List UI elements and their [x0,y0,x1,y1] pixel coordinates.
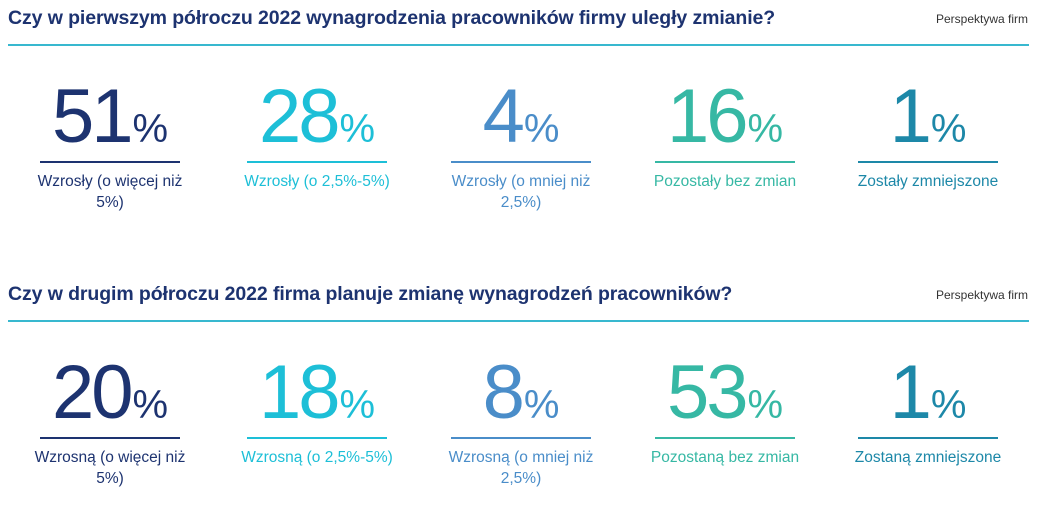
stat-label: Wzrosną (o mniej niż 2,5%) [448,449,594,487]
stat-underline [247,161,387,163]
chart-source: Perspektywa firm [935,12,1028,26]
stat-label: Wzrosną (o 2,5%-5%) [241,449,393,466]
stat-label: Wzrosły (o więcej niż 5%) [37,173,183,211]
stat-item: 8% Wzrosną (o mniej niż 2,5%) [441,355,601,489]
stat-underline [858,437,998,439]
stat-item: 1% Zostały zmniejszone [848,79,1008,192]
chart-source: Perspektywa firm [935,288,1028,302]
stat-item: 1% Zostaną zmniejszone [848,355,1008,468]
stat-value: 16 [666,74,749,159]
chart-title: Czy w drugim półroczu 2022 firma planuje… [8,283,733,305]
stat-value: 4 [482,74,525,159]
stat-value: 20 [51,350,134,435]
stat-label: Wzrosły (o mniej niż 2,5%) [451,173,591,211]
header-rule [8,320,1029,322]
stat-item: 18% Wzrosną (o 2,5%-5%) [237,355,397,468]
stat-number: 18% [237,355,397,431]
stat-underline [655,161,795,163]
chart-title: Czy w pierwszym półroczu 2022 wynagrodze… [8,7,776,29]
stat-label: Wzrosły (o 2,5%-5%) [244,173,390,190]
stat-value: 18 [258,350,341,435]
percent-sign: % [523,383,560,427]
stat-value: 1 [889,74,932,159]
stat-label: Zostaną zmniejszone [854,449,1002,466]
stat-item: 20% Wzrosną (o więcej niż 5%) [30,355,190,489]
stat-item: 16% Pozostały bez zmian [645,79,805,192]
stat-underline [858,161,998,163]
percent-sign: % [747,107,784,151]
stat-value: 1 [889,350,932,435]
stat-number: 8% [441,355,601,431]
stat-underline [40,161,180,163]
percent-sign: % [747,383,784,427]
stat-label: Pozostaną bez zmian [650,449,800,466]
stat-item: 53% Pozostaną bez zmian [645,355,805,468]
stat-number: 1% [848,355,1008,431]
stat-item: 51% Wzrosły (o więcej niż 5%) [30,79,190,213]
stat-underline [451,437,591,439]
percent-sign: % [132,107,169,151]
stat-underline [40,437,180,439]
stat-number: 4% [441,79,601,155]
percent-sign: % [339,383,376,427]
stat-value: 51 [51,74,134,159]
stat-number: 20% [30,355,190,431]
stat-underline [451,161,591,163]
stat-value: 28 [258,74,341,159]
percent-sign: % [930,107,967,151]
stat-number: 53% [645,355,805,431]
stat-item: 4% Wzrosły (o mniej niż 2,5%) [441,79,601,213]
header-rule [8,44,1029,46]
stat-value: 8 [482,350,525,435]
stat-label: Zostały zmniejszone [857,173,999,190]
stat-number: 51% [30,79,190,155]
stat-value: 53 [666,350,749,435]
stat-number: 28% [237,79,397,155]
stat-item: 28% Wzrosły (o 2,5%-5%) [237,79,397,192]
stat-underline [655,437,795,439]
stat-label: Wzrosną (o więcej niż 5%) [34,449,186,487]
stat-number: 16% [645,79,805,155]
percent-sign: % [523,107,560,151]
stat-underline [247,437,387,439]
percent-sign: % [930,383,967,427]
stat-number: 1% [848,79,1008,155]
stat-label: Pozostały bez zmian [653,173,797,190]
percent-sign: % [339,107,376,151]
percent-sign: % [132,383,169,427]
